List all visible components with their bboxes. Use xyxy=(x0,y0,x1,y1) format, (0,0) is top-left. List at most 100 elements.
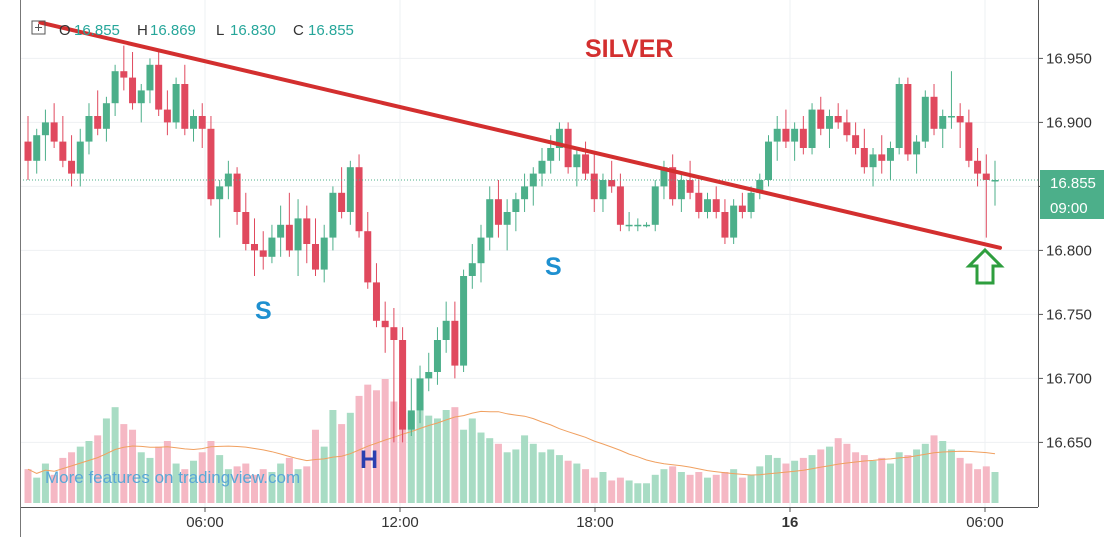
candle-body xyxy=(120,71,128,78)
candle-body xyxy=(285,224,293,251)
candle-body xyxy=(303,218,311,244)
x-tick-label: 18:00 xyxy=(576,514,614,531)
x-tick-label: 12:00 xyxy=(381,514,419,531)
candle-body xyxy=(695,192,703,212)
x-tick-label: 16 xyxy=(782,514,799,531)
volume-bar xyxy=(346,412,354,503)
candle-body xyxy=(512,199,520,212)
y-tick-label: 16.950 xyxy=(1046,50,1092,67)
candle-body xyxy=(660,167,668,187)
volume-bar xyxy=(68,452,76,503)
candle-body xyxy=(773,128,781,142)
volume-bar xyxy=(895,452,903,503)
candle-body xyxy=(460,276,468,366)
candle-body xyxy=(599,180,607,200)
axes xyxy=(20,0,1039,537)
volume-bar xyxy=(259,469,267,503)
candle-body xyxy=(782,128,790,142)
volume-bar xyxy=(303,466,311,503)
volume-bar xyxy=(503,452,511,503)
volume-bar xyxy=(442,410,450,503)
volume-bar xyxy=(939,441,947,503)
candle-body xyxy=(416,378,424,411)
x-axis-ticks: 06:00 12:00 18:00 16 06:00 xyxy=(186,507,1004,531)
candle-body xyxy=(608,180,616,187)
candle-body xyxy=(320,237,328,270)
candle-body xyxy=(155,64,163,110)
left-shoulder-label: S xyxy=(255,297,272,325)
volume-bar xyxy=(190,460,198,503)
volume-bar xyxy=(181,469,189,503)
volume-bar xyxy=(782,463,790,503)
candle-body xyxy=(869,154,877,168)
candle-body xyxy=(956,116,964,123)
volume-bar xyxy=(573,463,581,503)
candle-body xyxy=(233,173,241,212)
candle-body xyxy=(172,84,180,123)
volume-bar xyxy=(494,443,502,503)
volume-bar xyxy=(886,463,894,503)
candle-body xyxy=(651,186,659,225)
volume-bar xyxy=(407,412,415,503)
volume-bar xyxy=(712,474,720,503)
volume-bar xyxy=(294,469,302,503)
y-axis-ticks: 16.95016.90016.85016.80016.75016.70016.6… xyxy=(1038,50,1092,451)
volume-bar xyxy=(695,472,703,503)
volume-bar xyxy=(433,418,441,503)
candle-body xyxy=(111,71,119,104)
volume-bar xyxy=(651,474,659,503)
candle-body xyxy=(181,84,189,129)
candle-body xyxy=(425,372,433,379)
candle-body xyxy=(878,154,886,161)
candle-body xyxy=(259,250,267,257)
candle-body xyxy=(730,205,738,238)
candle-body xyxy=(677,180,685,200)
candle-body xyxy=(381,320,389,328)
ohlc-h-value: 16.869 xyxy=(150,22,196,39)
volume-bar xyxy=(590,477,598,503)
candle-body xyxy=(991,180,999,182)
candle-body xyxy=(939,116,947,129)
volume-bar xyxy=(372,390,380,503)
candle-body xyxy=(738,205,746,212)
volume-bar xyxy=(582,469,590,503)
volume-bar xyxy=(660,469,668,503)
candle-body xyxy=(791,128,799,142)
grid xyxy=(20,0,1038,507)
ohlc-c-value: 16.855 xyxy=(308,22,354,39)
volume-bar xyxy=(129,429,137,503)
candle-body xyxy=(338,192,346,212)
volume-bar xyxy=(643,483,651,503)
candle-body xyxy=(913,141,921,155)
x-tick-label: 06:00 xyxy=(186,514,224,531)
volume-bar xyxy=(233,466,241,503)
volume-bar xyxy=(947,449,955,503)
candle-body xyxy=(190,116,198,129)
ohlc-c-label: C xyxy=(293,22,304,39)
volume-bar xyxy=(416,401,424,503)
volume-bar xyxy=(564,460,572,503)
candle-body xyxy=(407,410,415,430)
candle-body xyxy=(268,237,276,257)
volume-bar xyxy=(390,401,398,503)
volume-bar xyxy=(913,449,921,503)
candle-body xyxy=(521,186,529,200)
volume-bar xyxy=(207,441,215,503)
watermark[interactable]: More features on tradingview.com xyxy=(45,468,300,487)
volume-bar xyxy=(242,463,250,503)
volume-bar xyxy=(817,449,825,503)
candle-body xyxy=(59,141,67,161)
volume-bar xyxy=(460,429,468,503)
candle-body xyxy=(277,224,285,238)
candle-body xyxy=(503,212,511,225)
candle-body xyxy=(494,199,502,225)
volume-bar xyxy=(808,455,816,503)
candle-body xyxy=(477,237,485,264)
expand-icon[interactable] xyxy=(31,20,46,35)
volume-bar xyxy=(76,446,84,503)
candle-body xyxy=(834,116,842,123)
candle-body xyxy=(852,135,860,148)
volume-bar xyxy=(764,455,772,503)
candle-body xyxy=(24,141,32,161)
price-badge: 16.855 09:00 xyxy=(1040,170,1104,219)
